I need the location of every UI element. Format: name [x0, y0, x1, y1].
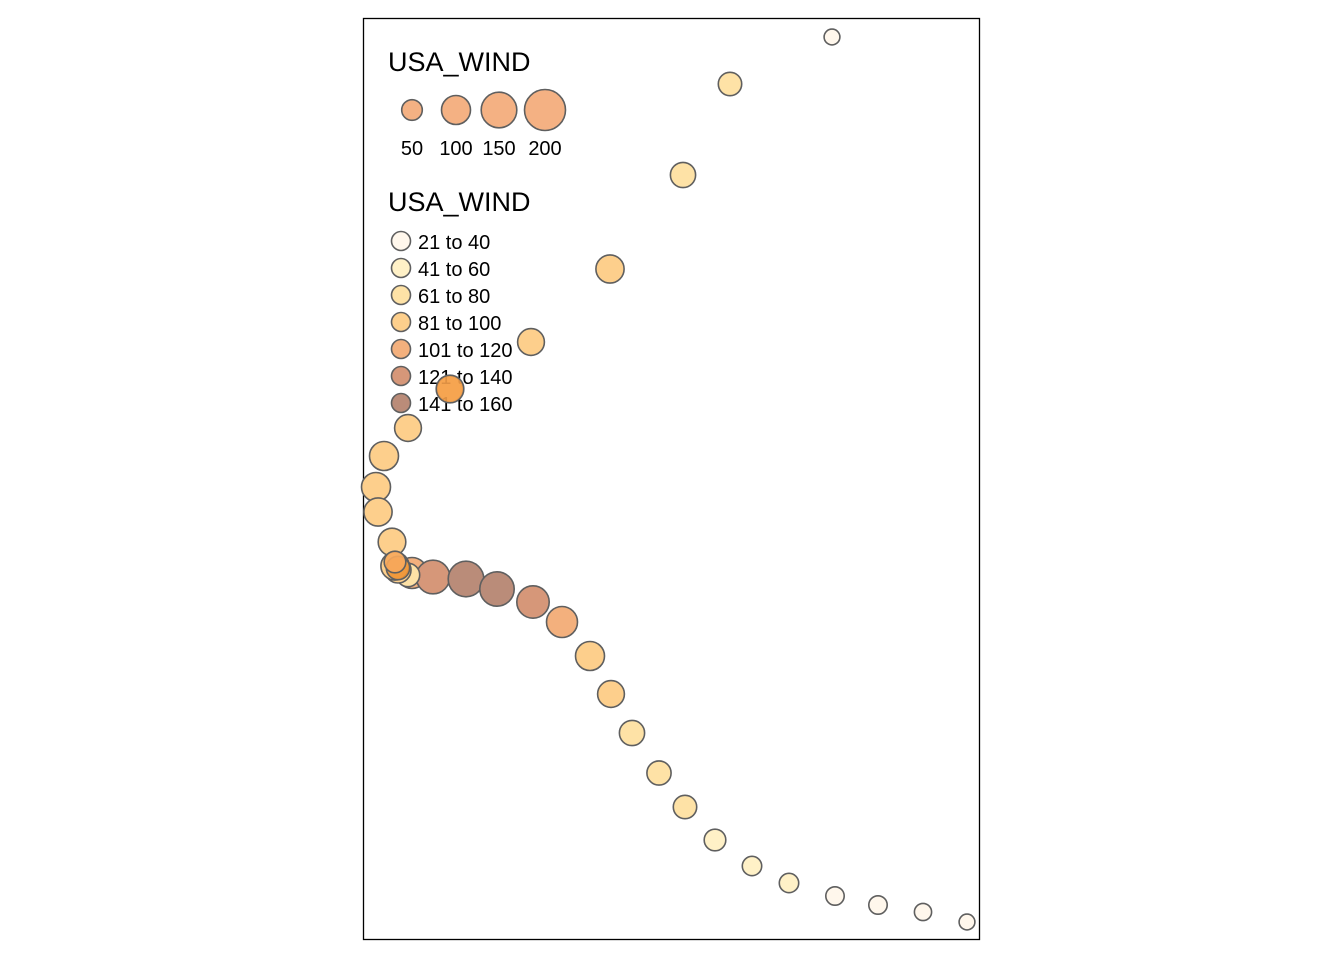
track-point: [867, 894, 888, 915]
track-point: [823, 28, 841, 46]
track-point: [778, 872, 800, 894]
size-legend-label: 150: [482, 138, 515, 160]
size-legend-label: 100: [439, 138, 472, 160]
track-point: [703, 828, 727, 852]
track-point: [672, 794, 698, 820]
color-legend-symbol: [390, 284, 412, 306]
track-point: [824, 885, 845, 906]
color-legend-label: 41 to 60: [418, 259, 490, 281]
highlight-point: [435, 374, 465, 404]
size-legend-label: 200: [528, 138, 561, 160]
track-point: [515, 584, 550, 619]
track-point: [595, 254, 625, 284]
color-legend-symbol: [390, 311, 412, 333]
track-point: [360, 471, 392, 503]
track-point: [669, 161, 697, 189]
highlight-point: [383, 550, 407, 574]
track-point: [415, 559, 451, 595]
track-point: [913, 902, 933, 922]
track-point: [363, 497, 393, 527]
size-legend-label: 50: [401, 138, 423, 160]
color-legend-symbol: [390, 365, 412, 387]
track-point: [393, 413, 423, 443]
color-legend-symbol: [390, 257, 412, 279]
track-point: [574, 640, 606, 672]
track-point: [478, 570, 515, 607]
track-point: [717, 71, 743, 97]
highlight-points: [383, 374, 465, 581]
size-legend-title: USA_WIND: [388, 47, 531, 77]
color-legend-symbol: [390, 392, 412, 414]
track-point: [545, 605, 579, 639]
color-legend-label: 61 to 80: [418, 286, 490, 308]
size-legend-symbol: [400, 98, 424, 122]
track-point: [741, 855, 763, 877]
color-legend-label: 101 to 120: [418, 340, 513, 362]
color-legend-symbol: [390, 338, 412, 360]
color-legend-label: 121 to 140: [418, 367, 513, 389]
track-point: [516, 327, 546, 357]
track-point: [618, 719, 646, 747]
color-legend-label: 141 to 160: [418, 394, 513, 416]
color-legend-label: 21 to 40: [418, 232, 490, 254]
color-legend-title: USA_WIND: [388, 187, 531, 217]
track-point: [447, 560, 485, 598]
size-legend-symbol: [523, 88, 567, 132]
track-point: [958, 913, 976, 931]
track-point: [596, 679, 626, 709]
track-point: [646, 760, 672, 786]
color-legend-label: 81 to 100: [418, 313, 501, 335]
size-legend-symbol: [440, 94, 472, 126]
size-legend-symbol: [480, 91, 518, 129]
track-point: [368, 440, 400, 472]
color-legend-symbol: [390, 230, 412, 252]
size-legend-items: 50 100 150 200: [400, 88, 567, 160]
